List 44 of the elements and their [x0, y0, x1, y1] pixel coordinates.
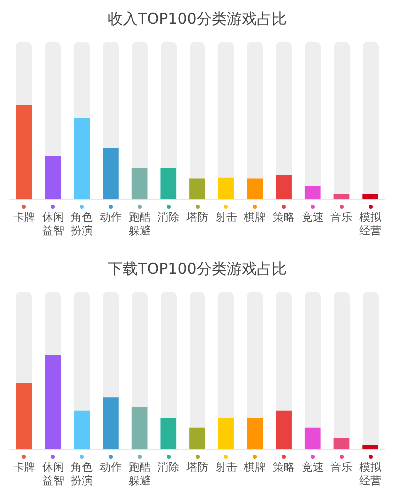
x-tick-label: 棋牌 — [244, 461, 266, 474]
bar — [160, 168, 177, 200]
x-tick-label: 塔防 — [186, 461, 208, 474]
bar — [304, 428, 321, 450]
x-tick-label: 角色扮演 — [70, 211, 94, 238]
x-tick-label: 休闲益智 — [42, 461, 64, 488]
x-tick-label: 卡牌 — [13, 211, 36, 224]
x-tick-label: 塔防 — [186, 211, 208, 224]
bar — [247, 178, 264, 200]
x-tick-label: 策略 — [273, 211, 296, 224]
x-tick-label: 竞速 — [302, 211, 324, 224]
x-tick-label: 竞速 — [302, 461, 324, 474]
x-tick-label: 卡牌 — [13, 461, 36, 474]
x-tick-label: 休闲益智 — [42, 211, 64, 238]
bar — [362, 445, 379, 450]
bar — [132, 168, 148, 200]
x-tick-label: 射击 — [215, 461, 238, 474]
bar — [304, 186, 321, 200]
bar — [190, 178, 206, 200]
bar — [334, 438, 350, 450]
x-tick-label: 音乐 — [330, 211, 353, 224]
x-tick-label: 棋牌 — [244, 211, 266, 224]
x-tick-label: 模拟经营 — [360, 211, 383, 238]
bar — [190, 428, 206, 450]
x-tick-label: 模拟经营 — [360, 461, 383, 488]
chart-title: 下载TOP100分类游戏占比 — [107, 260, 288, 279]
chart-title: 收入TOP100分类游戏占比 — [107, 10, 288, 29]
x-tick-label: 动作 — [100, 211, 122, 224]
x-tick-label: 动作 — [100, 461, 122, 474]
bar — [334, 194, 350, 200]
x-tick-label: 角色扮演 — [70, 461, 94, 488]
bar — [160, 418, 177, 450]
x-tick-label: 策略 — [273, 461, 296, 474]
bar — [218, 418, 234, 450]
bar — [247, 418, 264, 450]
x-tick-label: 跑酷躲避 — [128, 461, 151, 488]
bar — [362, 194, 379, 200]
x-tick-label: 射击 — [215, 211, 238, 224]
x-tick-label: 跑酷躲避 — [128, 211, 151, 238]
bar — [218, 178, 234, 200]
x-tick-label: 消除 — [158, 461, 180, 474]
bar — [276, 175, 292, 200]
x-tick-label: 消除 — [158, 211, 180, 224]
x-tick-label: 音乐 — [330, 461, 353, 474]
